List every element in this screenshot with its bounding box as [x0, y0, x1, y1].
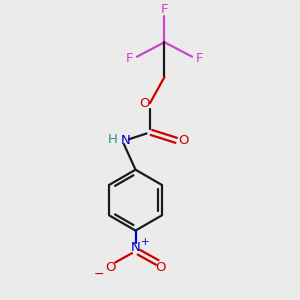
- Text: O: O: [140, 97, 150, 110]
- Text: F: F: [196, 52, 203, 64]
- Text: O: O: [105, 261, 116, 274]
- Text: F: F: [161, 3, 168, 16]
- Text: −: −: [94, 268, 104, 281]
- Text: +: +: [140, 237, 149, 247]
- Text: O: O: [155, 261, 166, 274]
- Text: N: N: [131, 242, 141, 254]
- Text: H: H: [108, 133, 118, 146]
- Text: O: O: [179, 134, 189, 147]
- Text: F: F: [126, 52, 134, 64]
- Text: N: N: [121, 134, 131, 147]
